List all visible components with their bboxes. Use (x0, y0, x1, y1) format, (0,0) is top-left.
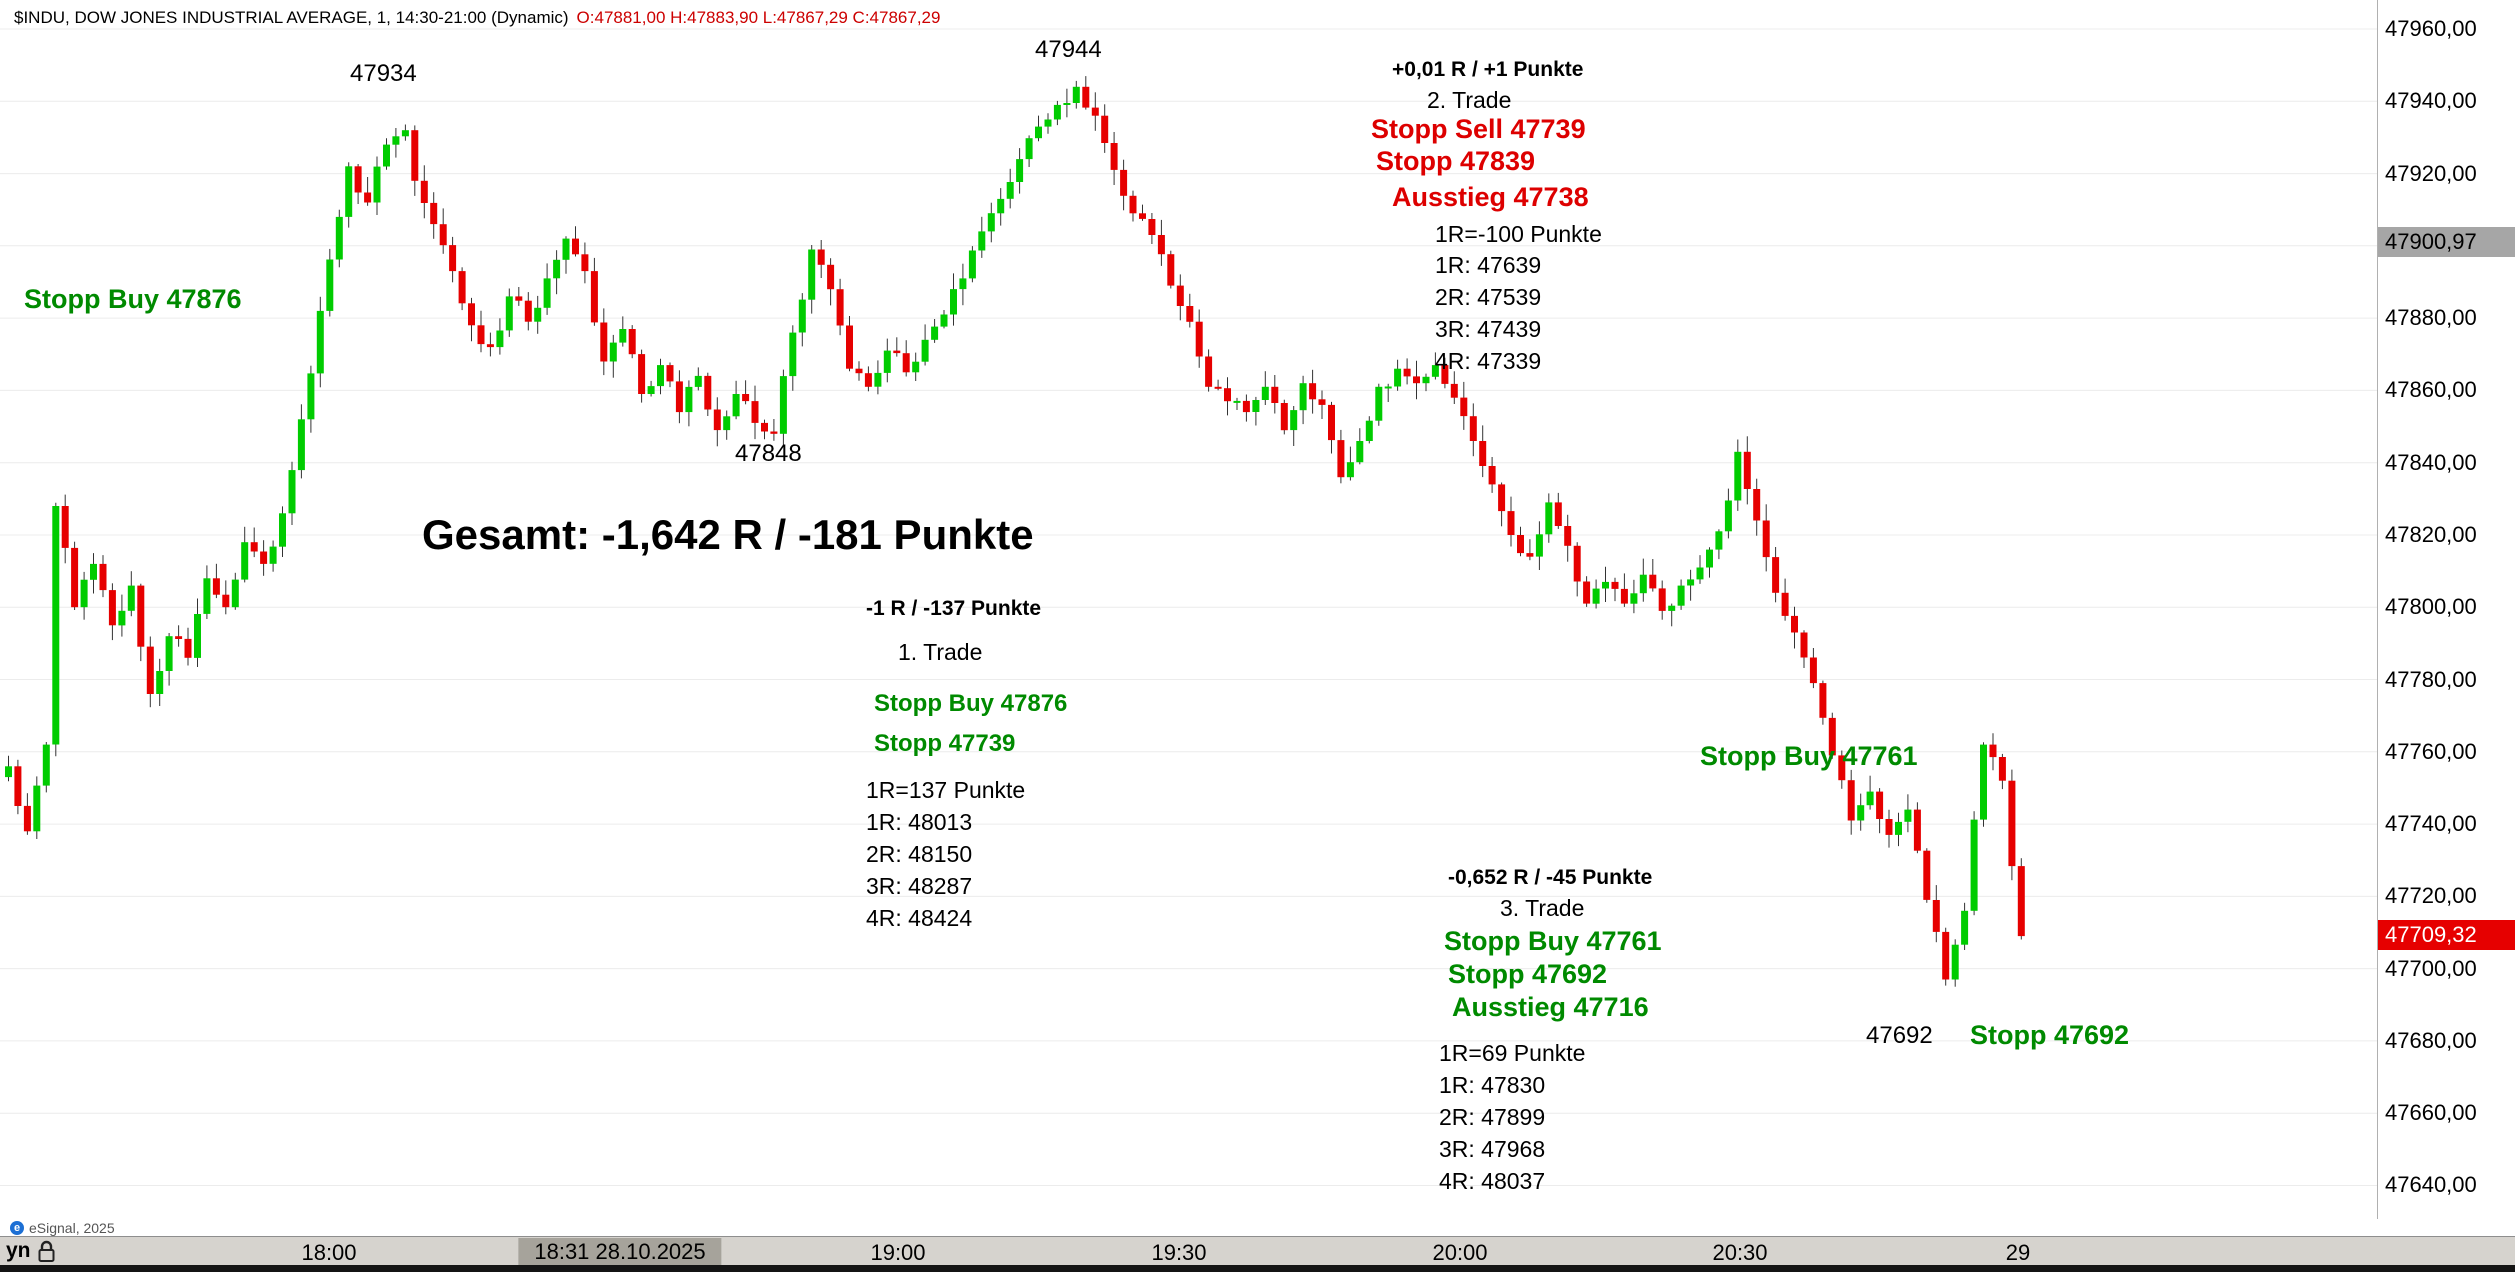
chart-annotation: Stopp Buy 47761 (1700, 741, 1918, 771)
chart-annotation: Stopp 47839 (1376, 146, 1536, 176)
dyn-label: yn (6, 1239, 31, 1262)
price-axis-label: 47960,00 (2385, 16, 2477, 41)
chart-annotation: Stopp 47692 (1970, 1020, 2130, 1050)
chart-annotation: 3R: 47439 (1435, 316, 1542, 342)
chart-annotation: Stopp Buy 47876 (24, 284, 242, 314)
chart-annotation: 47944 (1035, 36, 1102, 63)
candles-canvas[interactable] (0, 0, 2377, 1219)
chart-annotation: 1R=-100 Punkte (1435, 221, 1602, 247)
bottom-strip (0, 1265, 2515, 1272)
chart-annotation: -0,652 R / -45 Punkte (1448, 866, 1653, 889)
chart-annotation: 1R=69 Punkte (1439, 1040, 1586, 1066)
chart-annotation: Stopp 47692 (1448, 959, 1608, 989)
chart-annotation: Stopp Buy 47761 (1444, 926, 1662, 956)
price-axis-label: 47760,00 (2385, 738, 2477, 764)
chart-annotation: +0,01 R / +1 Punkte (1392, 58, 1584, 81)
chart-annotation: 47848 (735, 440, 802, 467)
chart-annotation: 4R: 48424 (866, 905, 973, 931)
chart-annotation: 2. Trade (1427, 87, 1512, 113)
price-axis-label: 47740,00 (2385, 811, 2477, 837)
credit-bar: e eSignal, 2025 (0, 1219, 2515, 1236)
price-axis-label: 47860,00 (2385, 377, 2477, 403)
lock-icon (38, 1240, 55, 1262)
chart-annotation: 2R: 47539 (1435, 284, 1542, 310)
esignal-credit-text: eSignal, 2025 (29, 1219, 115, 1236)
time-axis[interactable]: yn 18:00 18:31 28.10.2025 19:00 19:30 20:00 2… (0, 1236, 2515, 1266)
chart-annotation: 47692 (1866, 1022, 1933, 1049)
symbol-title: $INDU, DOW JONES INDUSTRIAL AVERAGE, 1, … (14, 8, 569, 27)
dyn-status-area: yn (6, 1239, 56, 1263)
price-axis-label: 47660,00 (2385, 1100, 2477, 1126)
chart-annotation: 4R: 48037 (1439, 1168, 1546, 1194)
price-axis-label: 47700,00 (2385, 955, 2477, 981)
chart-annotation: Stopp 47739 (874, 730, 1016, 757)
price-axis-label: 47680,00 (2385, 1027, 2477, 1053)
chart-annotation: -1 R / -137 Punkte (866, 597, 1042, 620)
price-axis-label: 47840,00 (2385, 449, 2477, 475)
prev-close-label: 47900,97 (2378, 227, 2515, 258)
time-axis-label: 19:30 (1151, 1240, 1207, 1265)
price-axis-label: 47940,00 (2385, 88, 2477, 114)
chart-annotation: 4R: 47339 (1435, 348, 1542, 374)
price-axis-label: 47640,00 (2385, 1172, 2477, 1198)
chart-annotation: 2R: 47899 (1439, 1104, 1546, 1130)
ohlc-values: O:47881,00 H:47883,90 L:47867,29 C:47867… (576, 8, 941, 27)
chart-annotation: 1R: 47639 (1435, 252, 1542, 278)
chart-annotation: Ausstieg 47716 (1452, 992, 1649, 1022)
chart-annotation: Ausstieg 47738 (1392, 182, 1589, 212)
chart-annotation: 1R: 48013 (866, 809, 973, 835)
time-axis-label: 19:00 (870, 1240, 926, 1265)
price-axis-label: 47920,00 (2385, 160, 2477, 186)
time-axis-label: 29 (2005, 1240, 2031, 1265)
price-axis[interactable]: 47960,00 47940,00 47920,00 47880,00 47860,00… (2377, 0, 2515, 1219)
chart-annotation: Stopp Sell 47739 (1371, 114, 1586, 144)
price-axis-label: 47820,00 (2385, 521, 2477, 547)
esignal-logo-icon: e (10, 1220, 24, 1235)
chart-annotation: 2R: 48150 (866, 841, 973, 867)
chart-annotation: Gesamt: -1,642 R / -181 Punkte (422, 511, 1034, 558)
time-axis-label: 20:00 (1432, 1240, 1488, 1265)
chart-annotation: 3R: 48287 (866, 873, 973, 899)
chart-annotation: 3R: 47968 (1439, 1136, 1546, 1162)
time-axis-label: 18:00 (301, 1240, 357, 1265)
last-price-label: 47709,32 (2378, 919, 2515, 950)
chart-annotation: 1R=137 Punkte (866, 777, 1026, 803)
chart-title: $INDU, DOW JONES INDUSTRIAL AVERAGE, 1, … (14, 8, 940, 28)
chart-annotation: Stopp Buy 47876 (874, 690, 1068, 717)
price-axis-label: 47780,00 (2385, 666, 2477, 692)
chart-annotation: 1. Trade (898, 639, 983, 665)
price-axis-label: 47720,00 (2385, 883, 2477, 909)
chart-annotation: 47934 (350, 60, 417, 87)
time-axis-date-marker: 18:31 28.10.2025 (518, 1238, 722, 1266)
chart-annotation: 1R: 47830 (1439, 1072, 1546, 1098)
chart-annotation: 3. Trade (1500, 895, 1585, 921)
candlestick-chart-plot[interactable]: 47934 47944 Stopp Buy 47876 47848 Gesamt: -1… (0, 0, 2377, 1219)
price-axis-label: 47800,00 (2385, 594, 2477, 620)
price-axis-label: 47880,00 (2385, 305, 2477, 331)
time-axis-label: 20:30 (1712, 1240, 1768, 1265)
